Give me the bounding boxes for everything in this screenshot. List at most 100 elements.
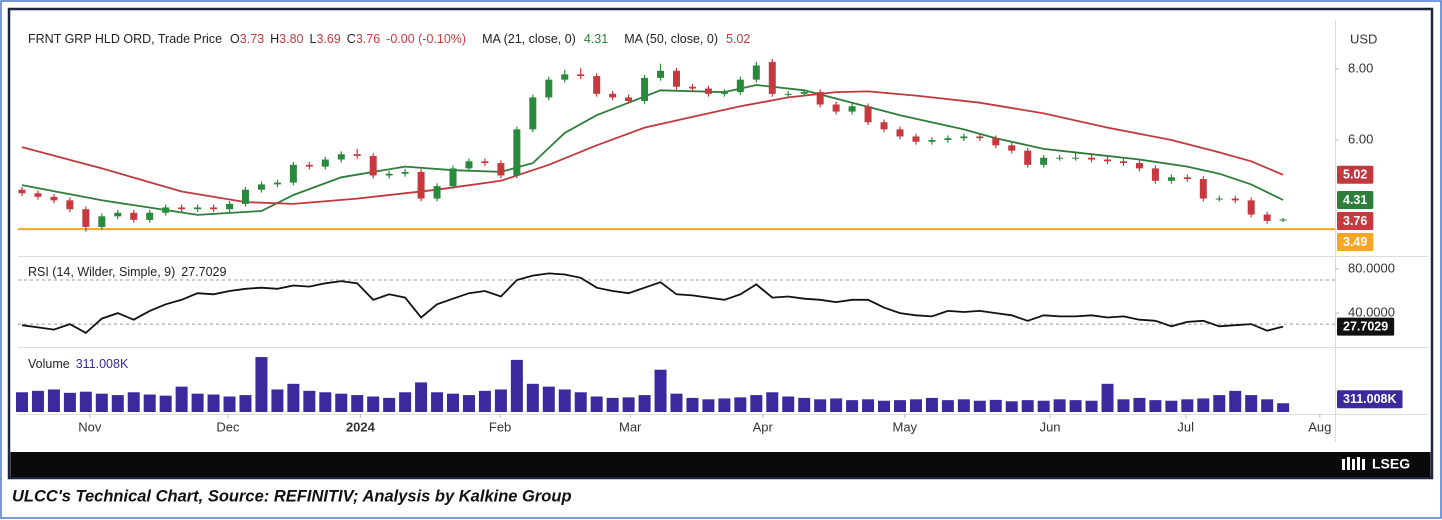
volume-bar xyxy=(1261,399,1274,412)
volume-bar xyxy=(925,397,938,412)
volume-bar xyxy=(1085,400,1098,412)
volume-bar xyxy=(63,392,76,412)
candle-body xyxy=(1199,179,1207,199)
x-tick-label: Mar xyxy=(619,419,642,434)
candle-body xyxy=(1008,145,1016,151)
volume-bar xyxy=(79,391,92,412)
candle-body xyxy=(194,207,202,210)
volume-bar xyxy=(1165,400,1178,412)
candle-body xyxy=(545,79,553,98)
candle-body xyxy=(321,159,329,167)
volume-bar xyxy=(462,395,475,412)
candle-body xyxy=(401,171,409,174)
volume-bar xyxy=(909,399,922,412)
candle-body xyxy=(673,70,680,87)
volume-bar xyxy=(207,394,220,412)
volume-bar xyxy=(1101,383,1114,412)
candle-body xyxy=(273,182,281,185)
volume-bar xyxy=(415,382,428,412)
candle-body xyxy=(736,79,744,93)
brand-name: LSEG xyxy=(1372,456,1410,472)
x-tick-label: Feb xyxy=(489,419,511,434)
x-tick-label: 2024 xyxy=(346,419,376,434)
candle-body xyxy=(848,106,856,112)
volume-bar xyxy=(526,383,539,412)
candle-body xyxy=(1056,157,1064,159)
legend-part: MA (50, close, 0) xyxy=(624,32,718,46)
volume-bar xyxy=(223,396,236,412)
candle-body xyxy=(593,76,601,94)
volume-bar xyxy=(143,394,156,412)
value-badge: 5.02 xyxy=(1337,165,1374,184)
candle-body xyxy=(1024,150,1032,165)
candle-body xyxy=(704,88,712,94)
moving-average-line xyxy=(21,90,1284,205)
legend-part: 5.02 xyxy=(726,32,750,46)
legend-part: C xyxy=(347,32,356,46)
candle-body xyxy=(1119,161,1127,164)
volume-bar xyxy=(15,392,28,412)
value-badge: 311.008K xyxy=(1337,390,1403,409)
volume-bar xyxy=(271,389,284,412)
x-tick-label: Aug xyxy=(1308,419,1331,434)
candle-body xyxy=(577,74,585,77)
volume-bar xyxy=(1277,403,1290,412)
volume-bar xyxy=(399,392,412,412)
legend-part: 3.80 xyxy=(279,32,303,46)
candle-body xyxy=(561,74,569,80)
candle-body xyxy=(1231,198,1239,201)
candle-body xyxy=(912,136,920,142)
candle-body xyxy=(98,216,106,227)
y-tick-label: 80.0000 xyxy=(1348,260,1395,275)
candle-body xyxy=(114,212,122,217)
legend-part: FRNT GRP HLD ORD, Trade Price xyxy=(28,32,222,46)
volume-bar xyxy=(830,398,843,412)
candle-body xyxy=(1247,200,1255,215)
candle-body xyxy=(960,136,968,139)
currency-label: USD xyxy=(1350,31,1377,46)
badge-label: 3.49 xyxy=(1343,235,1367,249)
candle-body xyxy=(162,207,170,213)
volume-bar xyxy=(127,392,140,412)
volume-bar xyxy=(1117,399,1130,412)
legend-part: MA (21, close, 0) xyxy=(482,32,576,46)
logo-part xyxy=(1362,459,1365,470)
badge-label: 27.7029 xyxy=(1343,319,1388,333)
volume-bar xyxy=(814,399,827,412)
candle-body xyxy=(864,106,872,123)
volume-bar xyxy=(1229,390,1242,412)
volume-bar xyxy=(590,396,603,412)
volume-bar xyxy=(111,395,124,412)
candle-body xyxy=(497,163,505,176)
candle-body xyxy=(1104,159,1112,162)
volume-bar xyxy=(431,392,444,412)
x-tick-label: Nov xyxy=(78,419,102,434)
legend-part: 3.73 xyxy=(240,32,264,46)
candle-body xyxy=(66,200,74,210)
volume-bar xyxy=(670,393,683,412)
volume-bar xyxy=(1069,400,1082,412)
candle-body xyxy=(513,129,521,176)
volume-bar xyxy=(1021,400,1034,412)
volume-bar xyxy=(335,393,348,412)
volume-bar xyxy=(510,359,523,412)
candle-body xyxy=(784,93,792,95)
logo-part xyxy=(1347,457,1350,470)
candle-body xyxy=(1183,177,1191,180)
volume-bar xyxy=(351,395,364,412)
badge-label: 4.31 xyxy=(1343,193,1367,207)
candle-body xyxy=(305,164,313,167)
candle-body xyxy=(385,173,393,176)
candle-body xyxy=(928,140,936,142)
volume-bar xyxy=(287,383,300,412)
volume-bar xyxy=(255,357,268,412)
legend-part: 3.76 xyxy=(356,32,380,46)
candle-body xyxy=(82,209,90,227)
candle-body xyxy=(625,97,633,101)
volume-bar xyxy=(574,392,587,412)
volume-bar xyxy=(989,399,1002,412)
candle-body xyxy=(210,207,218,210)
panel-legend: RSI (14, Wilder, Simple, 9) 27.7029 xyxy=(28,265,226,279)
candle-body xyxy=(146,212,154,220)
y-tick-label: 8.00 xyxy=(1348,60,1373,75)
